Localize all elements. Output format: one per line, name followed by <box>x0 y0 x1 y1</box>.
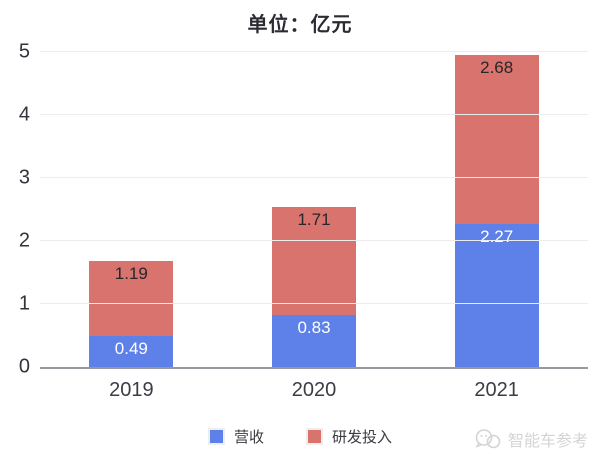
watermark: 智能车参考 <box>473 427 588 451</box>
legend-item-revenue: 营收 <box>207 426 264 447</box>
gridline <box>40 51 588 52</box>
legend-swatch-revenue <box>207 428 225 445</box>
y-axis-label: 2 <box>18 229 30 252</box>
bar-stack-2021: 2.68 2.27 <box>454 52 539 367</box>
bar-segment-研发投入: 1.19 <box>89 261 174 337</box>
y-axis-label: 4 <box>18 103 30 126</box>
legend-label-revenue: 营收 <box>233 429 264 446</box>
gridline <box>40 240 588 241</box>
y-axis-label: 0 <box>18 355 30 378</box>
y-axis-label: 5 <box>18 40 30 63</box>
x-axis-label: 2021 <box>474 379 519 401</box>
legend-label-rnd: 研发投入 <box>332 429 393 446</box>
bar-column: 1.19 0.49 <box>40 52 223 367</box>
legend-item-rnd: 研发投入 <box>306 426 392 447</box>
bar-column: 1.71 0.83 <box>223 52 406 367</box>
bar-segment-营收: 2.27 <box>454 224 539 367</box>
bar-columns: 1.19 0.49 1.71 0.83 2.68 2.27 <box>40 52 588 367</box>
y-axis: 0 1 2 3 4 5 <box>0 41 32 378</box>
bar-value-label: 2.27 <box>480 227 514 246</box>
bar-value-label: 2.68 <box>480 58 514 78</box>
x-axis: 2019 2020 2021 <box>40 379 588 402</box>
bar-stack-2020: 1.71 0.83 <box>272 52 356 367</box>
wechat-icon <box>473 428 503 450</box>
legend: 营收 研发投入 <box>0 426 600 447</box>
bar-column: 2.68 2.27 <box>405 52 588 367</box>
watermark-text: 智能车参考 <box>507 433 588 450</box>
gridline <box>40 303 588 304</box>
bar-segment-营收: 0.49 <box>89 336 174 367</box>
x-axis-label: 2020 <box>291 379 337 401</box>
bar-stack-2019: 1.19 0.49 <box>89 52 174 367</box>
plot-area: 1.19 0.49 1.71 0.83 2.68 2.27 <box>40 51 588 369</box>
bar-segment-研发投入: 1.71 <box>272 207 356 315</box>
bar-segment-营收: 0.83 <box>272 314 356 367</box>
bar-value-label: 1.71 <box>297 210 331 229</box>
legend-swatch-rnd <box>306 428 323 445</box>
y-axis-label: 3 <box>18 166 30 189</box>
gridline <box>40 177 588 178</box>
bar-value-label: 0.49 <box>114 339 148 359</box>
bar-segment-研发投入: 2.68 <box>454 55 539 224</box>
bar-value-label: 0.83 <box>297 317 331 337</box>
chart-title: 单位：亿元 <box>247 14 353 36</box>
y-axis-label: 1 <box>18 292 30 315</box>
gridline <box>40 114 588 115</box>
x-axis-label: 2019 <box>109 379 154 401</box>
bar-value-label: 1.19 <box>114 264 148 284</box>
